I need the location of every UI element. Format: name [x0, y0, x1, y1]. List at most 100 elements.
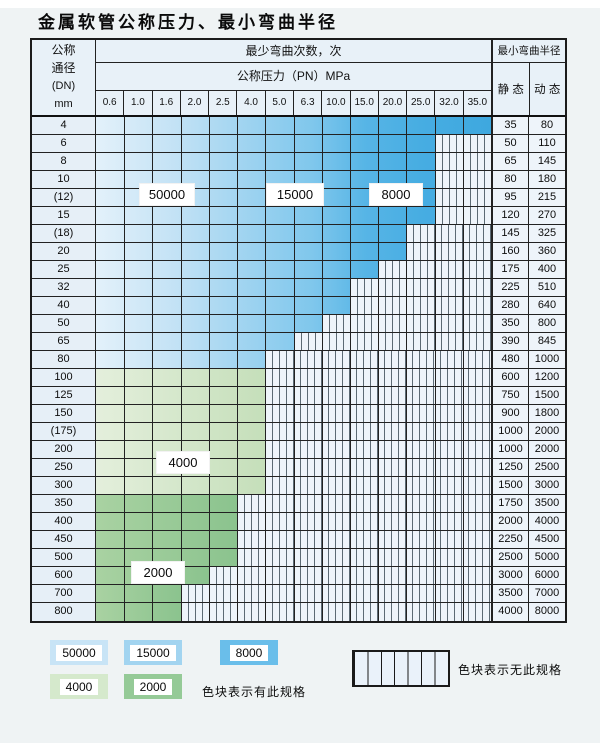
colored-cells	[96, 477, 266, 494]
hatched-cells	[434, 135, 491, 152]
static-radius-cell: 50	[491, 135, 529, 152]
availability-band	[96, 441, 491, 458]
top-white-strip	[0, 0, 600, 8]
static-radius-cell: 4000	[491, 603, 529, 621]
dn-cell: 65	[32, 333, 96, 350]
colored-cells	[96, 297, 350, 314]
table-header: 公称 通径 (DN) mm 最少弯曲次数，次 公称压力（PN）MPa 0.6 1.…	[32, 40, 565, 117]
availability-band	[96, 279, 491, 296]
pressure-header: 公称压力（PN）MPa	[96, 63, 491, 91]
radius-header-block: 最小弯曲半径 静 态 动 态	[491, 40, 565, 115]
dynamic-radius-cell: 4000	[529, 513, 565, 530]
pressure-col-header: 2.5	[209, 91, 238, 115]
hatched-cells	[434, 189, 491, 206]
dynamic-radius-cell: 2000	[529, 441, 565, 458]
table-row: 125 750 1500	[32, 387, 565, 405]
cycles-label-50000: 50000	[140, 184, 194, 205]
dynamic-radius-cell: 8000	[529, 603, 565, 621]
hatched-cells	[265, 441, 491, 458]
colored-cells	[96, 369, 266, 386]
table-row: 250 1250 2500	[32, 459, 565, 477]
table-row: 350 1750 3500	[32, 495, 565, 513]
availability-band	[96, 117, 491, 134]
hatched-cells	[237, 495, 491, 512]
cycles-header: 最少弯曲次数，次	[96, 40, 491, 63]
dynamic-radius-cell: 145	[529, 153, 565, 170]
static-radius-cell: 900	[491, 405, 529, 422]
dn-cell: 125	[32, 387, 96, 404]
static-radius-cell: 65	[491, 153, 529, 170]
table-row: 300 1500 3000	[32, 477, 565, 495]
legend-swatch-label: 8000	[229, 644, 269, 661]
hatched-cells	[378, 261, 491, 278]
legend-available-note: 色块表示有此规格	[202, 685, 307, 699]
hatched-cells	[434, 171, 491, 188]
dn-header-line: 通径	[51, 61, 76, 75]
table-row: 6 50 110	[32, 135, 565, 153]
legend-swatch-50000: 50000	[50, 640, 108, 665]
spec-table: 公称 通径 (DN) mm 最少弯曲次数，次 公称压力（PN）MPa 0.6 1.…	[30, 38, 567, 623]
static-radius-cell: 160	[491, 243, 529, 260]
hatched-cells	[265, 459, 491, 476]
availability-band	[96, 495, 491, 512]
cycles-label-4000: 4000	[157, 452, 209, 473]
dynamic-radius-cell: 325	[529, 225, 565, 242]
availability-band	[96, 333, 491, 350]
dn-cell: 250	[32, 459, 96, 476]
hatched-cells	[265, 477, 491, 494]
hatched-cells	[265, 405, 491, 422]
colored-cells	[96, 387, 266, 404]
static-radius-cell: 35	[491, 117, 529, 134]
static-radius-cell: 1500	[491, 477, 529, 494]
dn-cell: 8	[32, 153, 96, 170]
pressure-col-header: 10.0	[322, 91, 351, 115]
availability-band	[96, 459, 491, 476]
dn-header-line: (DN)	[51, 80, 76, 92]
hatched-cells	[406, 243, 491, 260]
table-row: 600 3000 6000	[32, 567, 565, 585]
availability-band	[96, 585, 491, 602]
pressure-col-header: 15.0	[351, 91, 379, 115]
dynamic-radius-cell: 1200	[529, 369, 565, 386]
static-radius-cell: 1000	[491, 441, 529, 458]
availability-band	[96, 261, 491, 278]
availability-band	[96, 513, 491, 530]
pressure-col-header: 1.0	[124, 91, 153, 115]
legend-swatch-label: 15000	[130, 644, 176, 661]
dn-cell: 100	[32, 369, 96, 386]
static-dynamic-headers: 静 态 动 态	[493, 63, 565, 115]
dn-cell: 200	[32, 441, 96, 458]
static-radius-cell: 390	[491, 333, 529, 350]
availability-band	[96, 207, 491, 224]
table-row: 80 480 1000	[32, 351, 565, 369]
colored-cells	[96, 207, 435, 224]
colored-cells	[96, 279, 350, 296]
hatched-cells	[321, 315, 491, 332]
dynamic-radius-cell: 4500	[529, 531, 565, 548]
cycles-header-block: 最少弯曲次数，次 公称压力（PN）MPa 0.6 1.0 1.6 2.0 2.5 4.0 5…	[96, 40, 491, 115]
hatched-cells	[349, 297, 491, 314]
colored-cells	[96, 549, 238, 566]
pressure-col-header: 6.3	[294, 91, 323, 115]
cycles-label-2000: 2000	[132, 562, 184, 583]
colored-cells	[96, 603, 181, 621]
table-row: 32 225 510	[32, 279, 565, 297]
static-radius-cell: 175	[491, 261, 529, 278]
static-radius-cell: 80	[491, 171, 529, 188]
legend-swatch-2000: 2000	[124, 674, 182, 699]
dynamic-radius-cell: 180	[529, 171, 565, 188]
availability-band	[96, 153, 491, 170]
table-row: 150 900 1800	[32, 405, 565, 423]
colored-cells	[96, 153, 435, 170]
static-radius-cell: 750	[491, 387, 529, 404]
availability-band	[96, 423, 491, 440]
hatched-cells	[237, 549, 491, 566]
pressure-col-header: 20.0	[379, 91, 408, 115]
hatched-cells	[265, 369, 491, 386]
table-row: 100 600 1200	[32, 369, 565, 387]
colored-cells	[96, 243, 407, 260]
hatched-cells	[406, 225, 491, 242]
hatched-cells	[265, 387, 491, 404]
colored-cells	[96, 333, 294, 350]
dynamic-radius-cell: 7000	[529, 585, 565, 602]
